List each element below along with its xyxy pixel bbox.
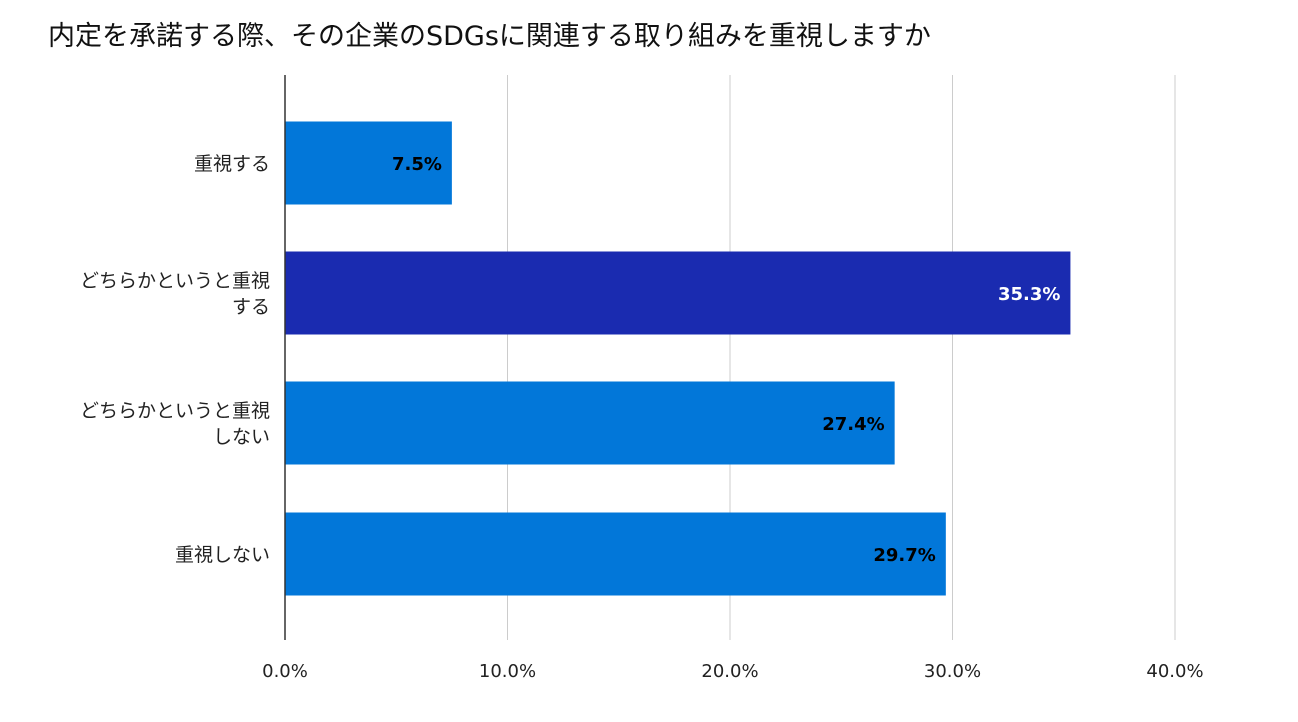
category-label: しない — [213, 426, 270, 448]
data-label: 27.4% — [822, 414, 884, 435]
chart-title: 内定を承諾する際、その企業のSDGsに関連する取り組みを重視しますか — [48, 21, 931, 52]
category-label: どちらかというと重視 — [80, 400, 270, 422]
x-tick-label: 20.0% — [701, 661, 758, 682]
bar — [285, 251, 1071, 335]
category-label: 重視する — [194, 153, 270, 175]
bar — [285, 381, 895, 465]
x-tick-label: 40.0% — [1146, 661, 1203, 682]
data-label: 29.7% — [873, 545, 935, 566]
data-label: 7.5% — [392, 154, 442, 175]
category-label: 重視しない — [175, 544, 270, 566]
x-tick-label: 10.0% — [479, 661, 536, 682]
category-label: どちらかというと重視 — [80, 270, 270, 292]
x-tick-label: 0.0% — [262, 661, 308, 682]
bar — [285, 512, 946, 596]
data-label: 35.3% — [998, 284, 1060, 305]
category-label: する — [232, 296, 270, 318]
bar — [285, 121, 452, 205]
x-tick-label: 30.0% — [924, 661, 981, 682]
